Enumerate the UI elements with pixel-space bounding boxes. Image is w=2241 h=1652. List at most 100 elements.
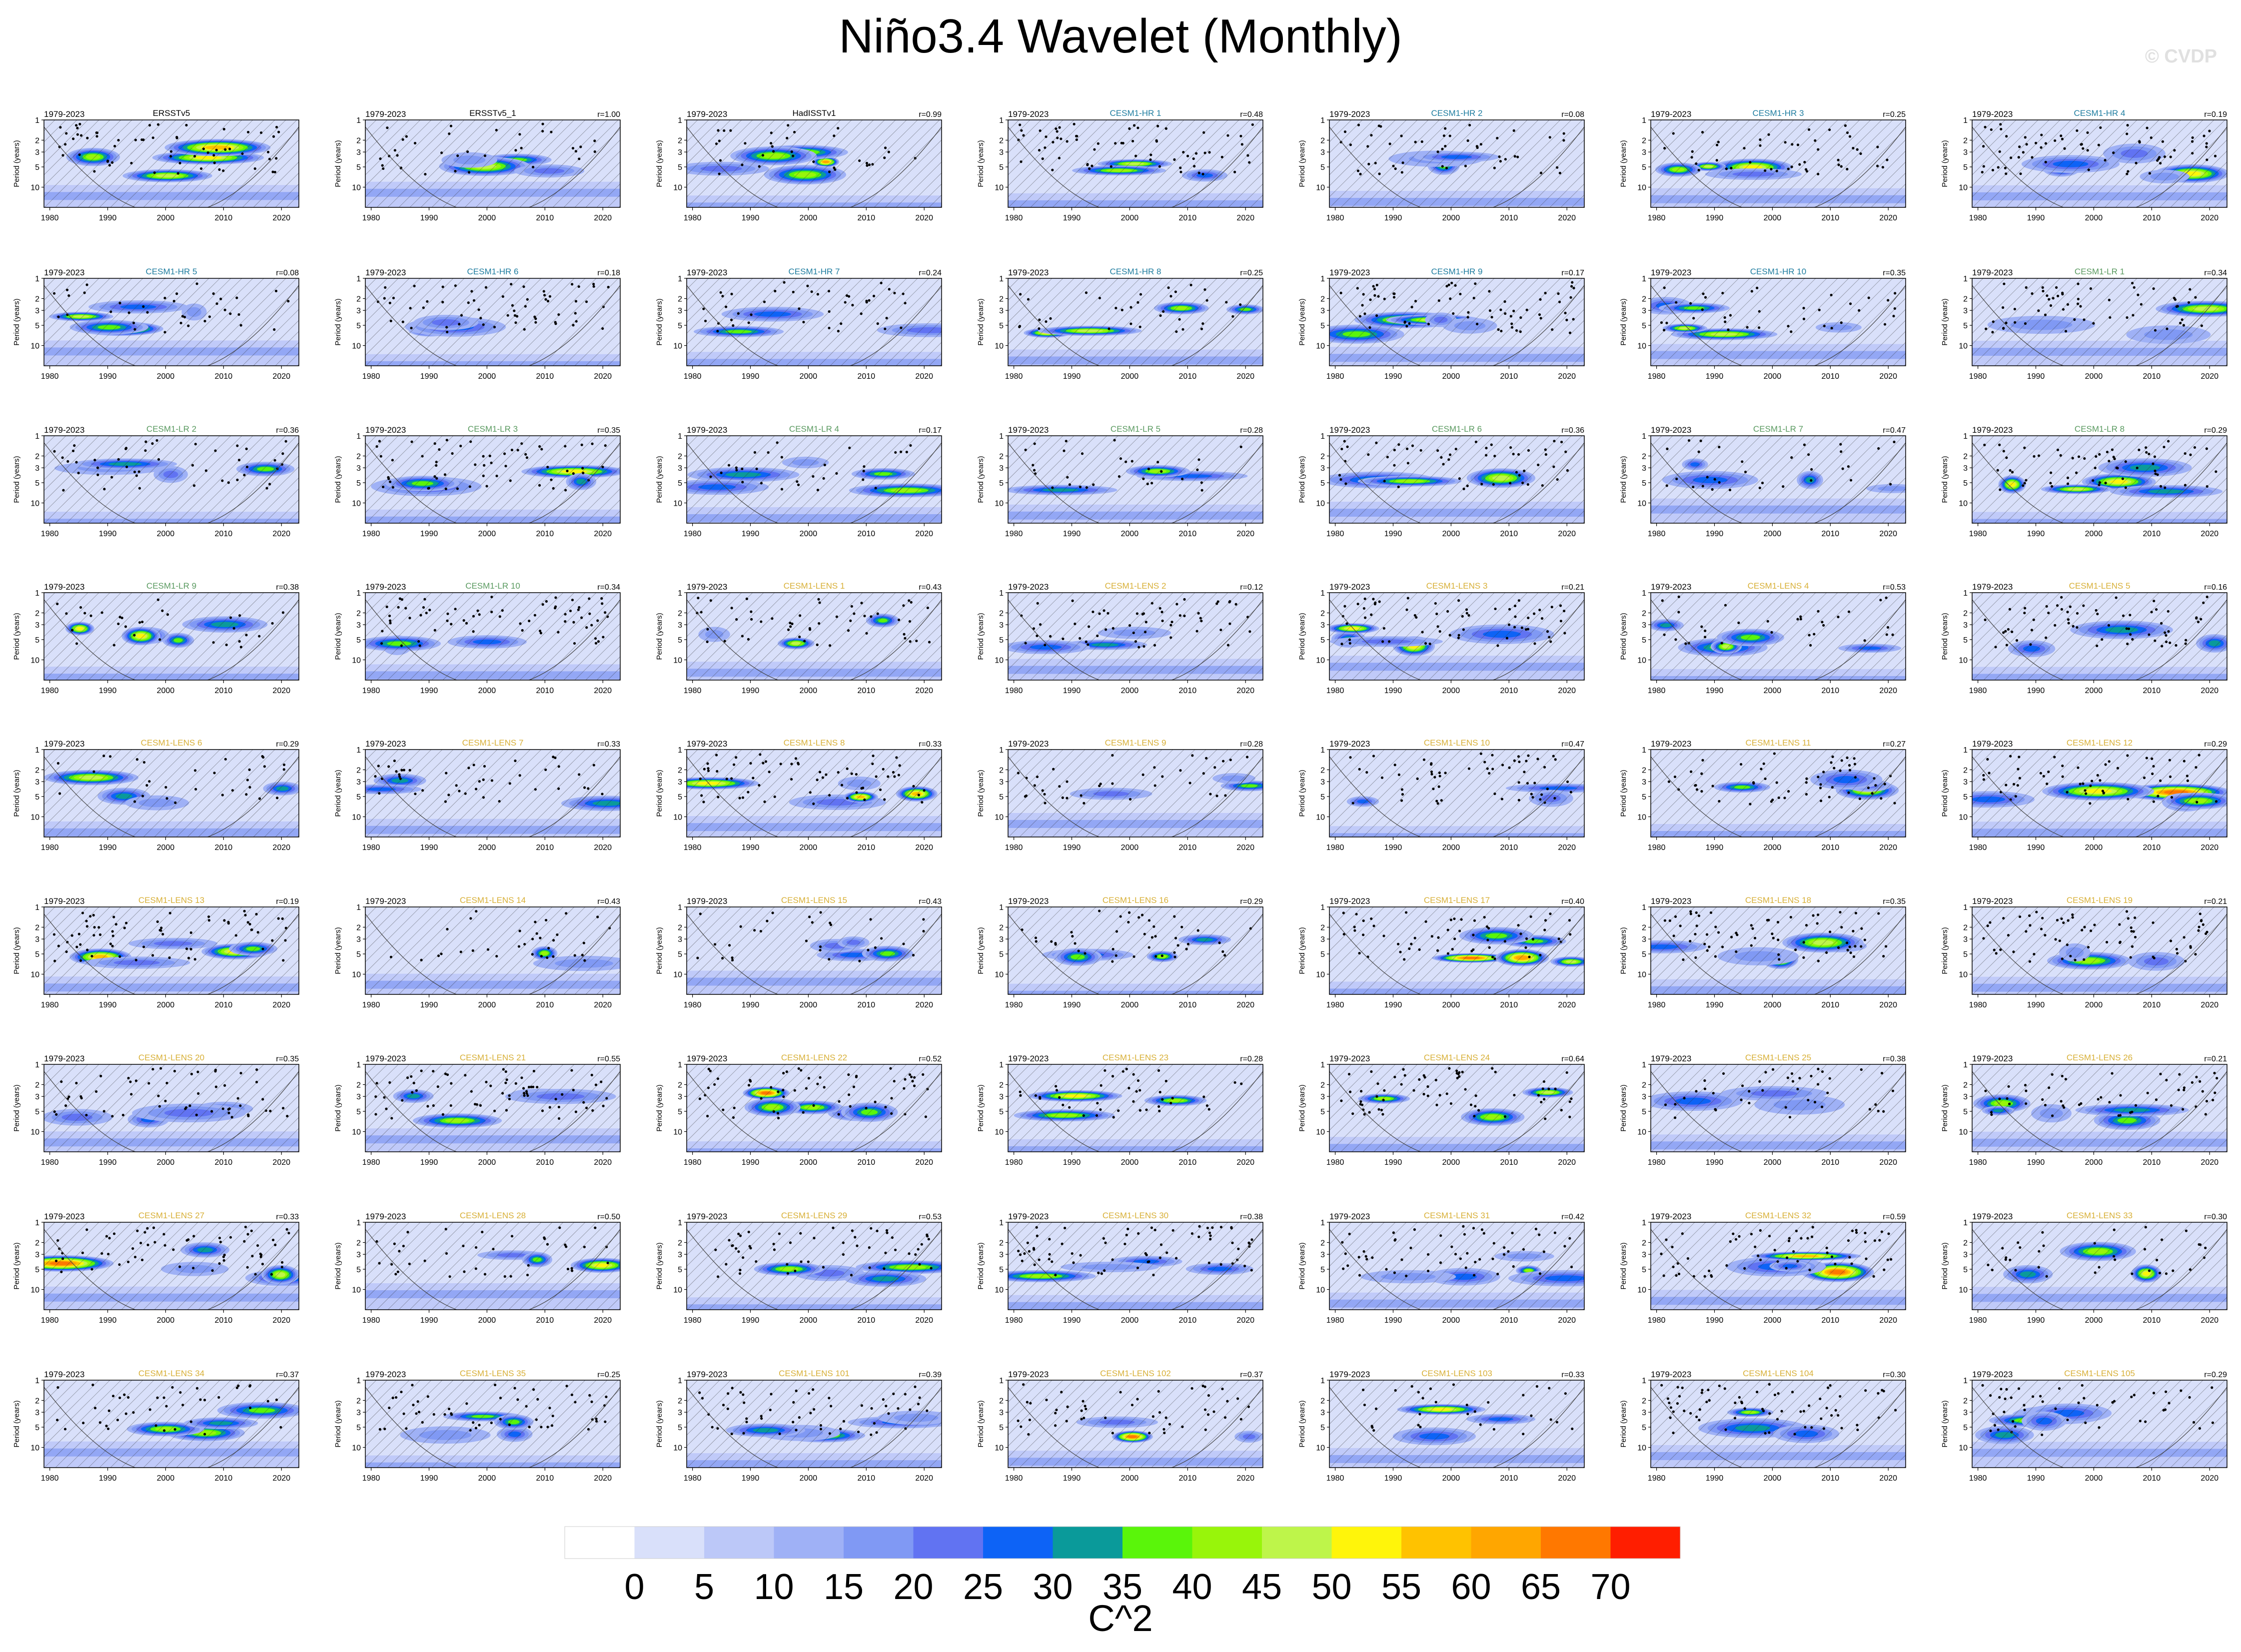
x-tick-label: 2010 xyxy=(536,843,554,852)
x-tick-label: 2020 xyxy=(1879,214,1897,222)
x-tick-label: 2010 xyxy=(1179,372,1197,381)
x-tick-label: 2020 xyxy=(1879,1316,1897,1325)
x-tick-label: 2000 xyxy=(157,1158,175,1167)
panel-frame xyxy=(1650,906,1906,995)
y-tick-label: 5 xyxy=(35,636,39,645)
x-tick-label: 2020 xyxy=(1879,687,1897,695)
panel-title: CESM1-LR 5 xyxy=(1111,424,1160,434)
wavelet-panel: 1 2 3 5 10 Period (years) 1980 1990 2000 2010 2020… xyxy=(1932,1207,2237,1335)
y-axis-label: Period (years) xyxy=(977,298,985,345)
correlation-label: r=0.08 xyxy=(276,269,299,277)
x-tick-label: 2000 xyxy=(800,372,818,381)
x-tick-label: 2000 xyxy=(1442,1001,1460,1009)
y-tick-label: 3 xyxy=(999,1251,1004,1259)
correlation-label: r=0.29 xyxy=(2204,1371,2227,1379)
power-contour xyxy=(432,319,460,326)
period-label: 1979-2023 xyxy=(365,109,406,119)
y-axis-label: Period (years) xyxy=(655,140,664,187)
y-tick-label: 10 xyxy=(673,500,682,508)
y-tick-label: 10 xyxy=(352,342,361,351)
x-tick-label: 2020 xyxy=(1558,530,1576,538)
significance-stipple xyxy=(1667,752,1896,806)
y-tick-label: 5 xyxy=(356,793,361,802)
period-label: 1979-2023 xyxy=(44,896,84,906)
panel-frame xyxy=(365,906,621,995)
power-contour xyxy=(762,153,786,159)
wavelet-panel: 1 2 3 5 10 Period (years) 1980 1990 2000 2010 2020… xyxy=(968,578,1273,705)
y-tick-label: 2 xyxy=(1642,295,1646,303)
y-tick-label: 2 xyxy=(678,609,682,618)
x-tick-label: 2020 xyxy=(915,372,933,381)
y-tick-label: 10 xyxy=(1316,342,1325,351)
x-tick-label: 1990 xyxy=(2027,214,2045,222)
y-tick-label: 2 xyxy=(356,1081,361,1089)
x-tick-label: 1980 xyxy=(362,843,380,852)
x-tick-label: 1990 xyxy=(1706,687,1724,695)
wavelet-panel: 1 2 3 5 10 Period (years) 1980 1990 2000 2010 2020… xyxy=(968,1365,1273,1493)
y-tick-label: 5 xyxy=(1963,1266,1968,1274)
y-tick-label: 10 xyxy=(1316,500,1325,508)
panel-title: CESM1-LENS 13 xyxy=(138,895,204,905)
panel-svg: 1 2 3 5 10 Period (years) 1980 1990 2000 2010 2020… xyxy=(12,1369,299,1483)
panel-frame xyxy=(365,435,621,524)
x-tick-label: 1980 xyxy=(684,1001,702,1009)
cone-of-influence xyxy=(44,1229,299,1310)
period-label: 1979-2023 xyxy=(44,425,84,435)
y-tick-label: 2 xyxy=(678,1397,682,1405)
x-tick-label: 2010 xyxy=(215,687,233,695)
power-region xyxy=(1008,356,1263,365)
x-tick-label: 1980 xyxy=(684,372,702,381)
y-axis-label: Period (years) xyxy=(1941,927,1949,974)
period-label: 1979-2023 xyxy=(365,268,406,277)
y-tick-label: 1 xyxy=(1963,1061,1968,1069)
power-contour xyxy=(1071,954,1085,960)
y-axis-label: Period (years) xyxy=(977,1084,985,1131)
y-tick-label: 10 xyxy=(352,1444,361,1453)
x-tick-label: 1980 xyxy=(1005,843,1023,852)
significance-stipple xyxy=(56,755,286,804)
panel-title: CESM1-LENS 1 xyxy=(784,581,845,591)
power-contour xyxy=(1660,623,1672,628)
power-contour xyxy=(576,479,586,485)
y-tick-label: 10 xyxy=(352,657,361,665)
significance-stipple xyxy=(1981,1384,2215,1436)
period-label: 1979-2023 xyxy=(365,1212,406,1221)
x-tick-label: 1980 xyxy=(1005,1158,1023,1167)
panel-frame xyxy=(43,1222,299,1310)
x-tick-label: 2000 xyxy=(1121,1316,1139,1325)
x-tick-label: 2000 xyxy=(157,372,175,381)
wavelet-panel: 1 2 3 5 10 Period (years) 1980 1990 2000 2010 2020… xyxy=(325,1207,630,1335)
power-region xyxy=(1008,1302,1263,1310)
power-region xyxy=(365,826,620,834)
panel-frame xyxy=(1329,749,1585,837)
significance-stipple xyxy=(1982,754,2218,805)
x-tick-label: 2000 xyxy=(2085,1158,2103,1167)
panel-frame xyxy=(1008,749,1263,837)
coi-hatching xyxy=(1329,1380,1584,1468)
y-tick-label: 2 xyxy=(1963,923,1968,932)
panel-title: CESM1-LENS 10 xyxy=(1424,738,1490,748)
significance-stipple xyxy=(1017,1383,1250,1436)
wavelet-panel: 1 2 3 5 10 Period (years) 1980 1990 2000 2010 2020… xyxy=(1289,263,1594,391)
wavelet-panel: 1 2 3 5 10 Period (years) 1980 1990 2000 2010 2020… xyxy=(647,578,952,705)
y-tick-label: 1 xyxy=(678,275,682,283)
coi-hatching xyxy=(44,593,299,680)
period-label: 1979-2023 xyxy=(44,739,84,749)
power-contour xyxy=(1693,477,1728,484)
x-tick-label: 2010 xyxy=(215,843,233,852)
power-contour xyxy=(594,1263,610,1267)
panel-title: CESM1-LR 6 xyxy=(1432,424,1482,434)
y-tick-label: 3 xyxy=(35,621,39,630)
power-contour xyxy=(61,1113,93,1121)
x-tick-label: 2020 xyxy=(1236,687,1254,695)
cone-of-influence xyxy=(1008,1071,1263,1152)
y-tick-label: 1 xyxy=(1642,275,1646,283)
period-label: 1979-2023 xyxy=(1329,268,1370,277)
y-tick-label: 3 xyxy=(1642,1093,1646,1101)
y-axis-label: Period (years) xyxy=(334,613,342,660)
wavelet-panel: 1 2 3 5 10 Period (years) 1980 1990 2000 2010 2020… xyxy=(325,1049,630,1177)
wavelet-panel: 1 2 3 5 10 Period (years) 1980 1990 2000 2010 2020… xyxy=(968,1207,1273,1335)
y-tick-label: 10 xyxy=(352,184,361,192)
x-tick-label: 2010 xyxy=(1822,687,1840,695)
